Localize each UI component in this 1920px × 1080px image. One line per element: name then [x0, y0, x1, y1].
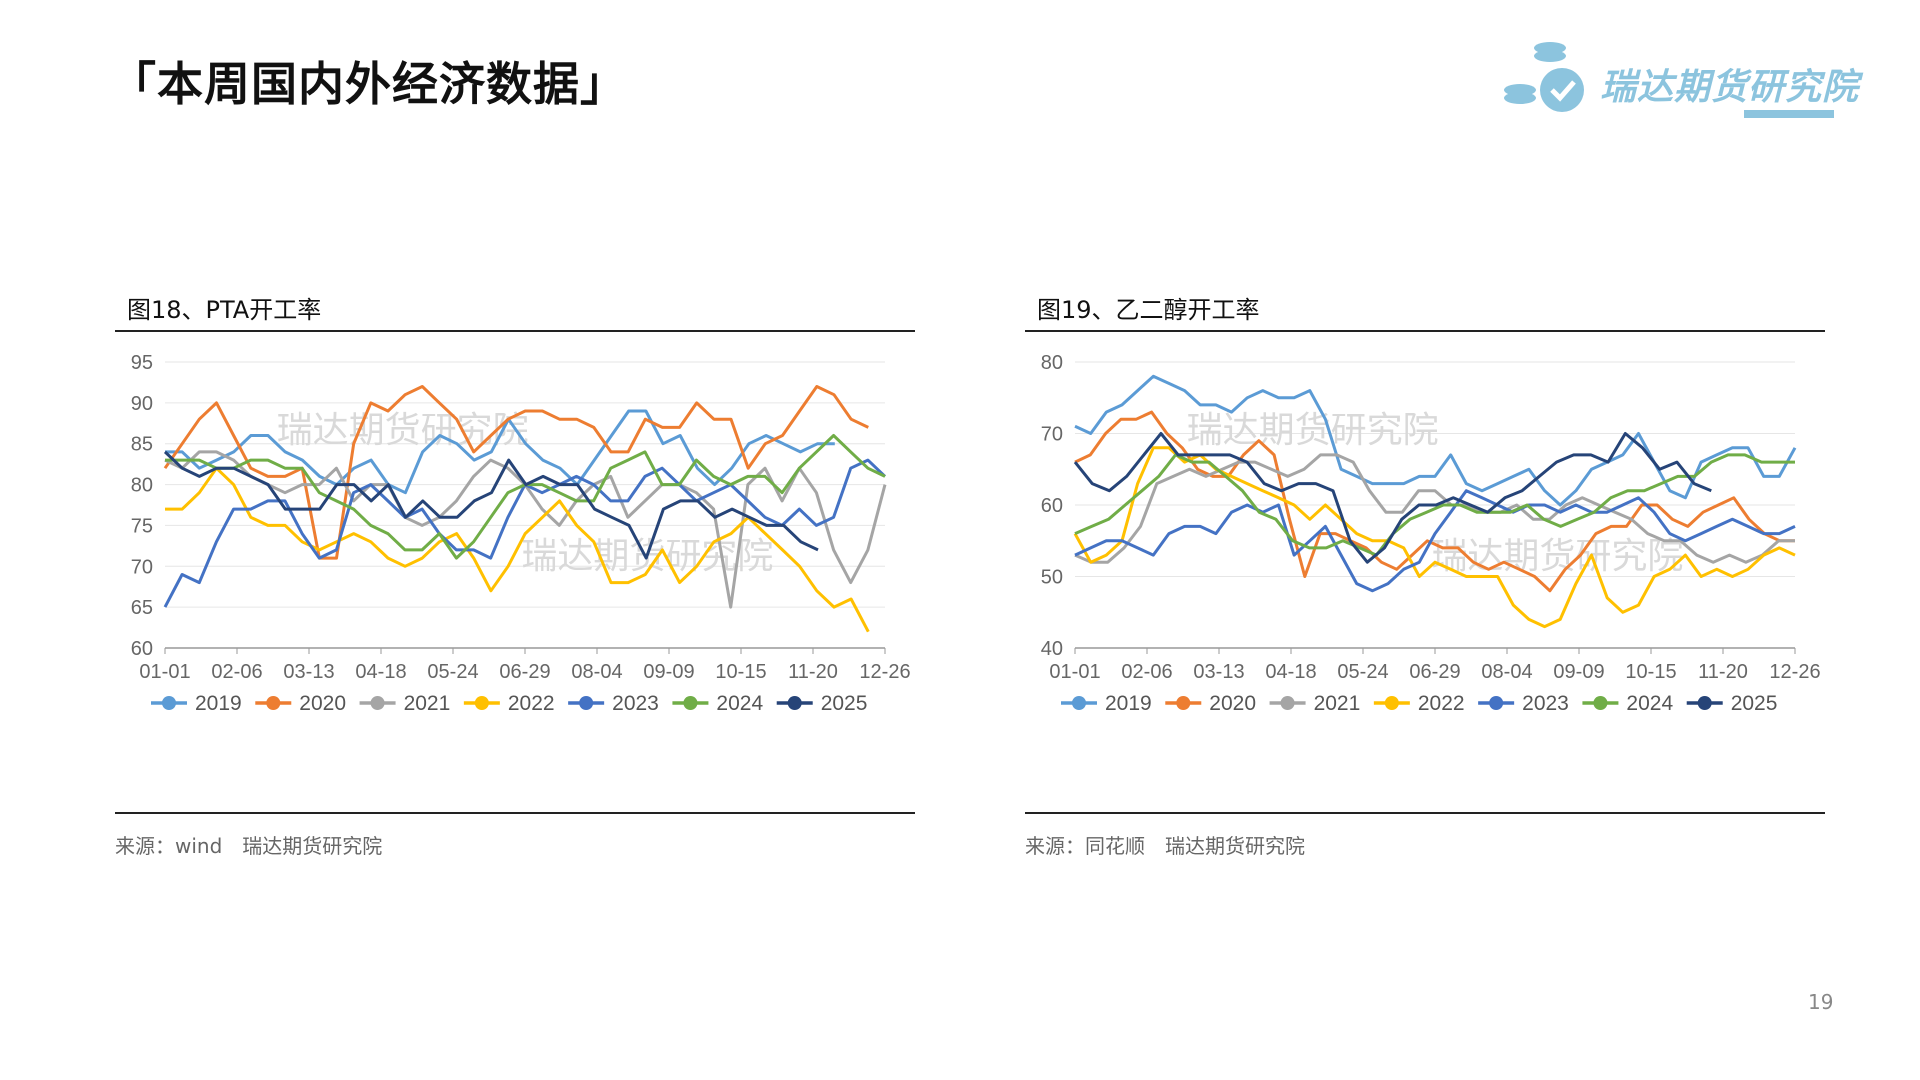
x-tick-label: 05-24 [1337, 661, 1388, 683]
x-tick-label: 09-09 [643, 661, 694, 683]
y-tick-label: 40 [1041, 638, 1063, 660]
watermark: 瑞达期货研究院 [277, 410, 529, 451]
x-tick-label: 01-01 [1049, 661, 1100, 683]
x-tick-label: 01-01 [139, 661, 190, 683]
series-line-2024 [1074, 453, 1795, 557]
legend-marker-2023 [579, 696, 594, 710]
legend-marker-2022 [1384, 696, 1399, 710]
series-line-2025 [1073, 432, 1712, 564]
series-line-2022 [1073, 446, 1796, 629]
legend-marker-2020 [1176, 696, 1191, 710]
logo: 瑞达期货研究院 [1500, 36, 1858, 126]
y-tick-label: 90 [131, 393, 153, 415]
x-tick-label: 06-29 [499, 661, 550, 683]
x-tick-label: 11-20 [788, 661, 838, 683]
y-tick-label: 70 [131, 556, 153, 578]
x-tick-label: 05-24 [427, 661, 478, 683]
legend-label-2023: 2023 [612, 692, 659, 715]
x-tick-label: 02-06 [211, 661, 262, 683]
watermark: 瑞达期货研究院 [1431, 536, 1683, 577]
series-line-2025 [163, 450, 819, 560]
x-tick-label: 09-09 [1553, 661, 1604, 683]
panel-title: 图18、PTA开工率 [127, 296, 322, 324]
y-tick-label: 60 [1041, 495, 1063, 517]
legend-marker-2025 [1697, 696, 1712, 710]
divider [1025, 330, 1825, 332]
page-title: 「本周国内外经济数据」 [110, 57, 627, 111]
page-number: 19 [1808, 990, 1834, 1014]
legend-label-2024: 2024 [1626, 692, 1673, 715]
legend-marker-2021 [1280, 696, 1295, 710]
x-tick-label: 08-04 [571, 661, 622, 683]
legend-label-2023: 2023 [1522, 692, 1569, 715]
legend-label-2020: 2020 [1209, 692, 1256, 715]
logo-underline [1744, 110, 1834, 118]
legend-label-2021: 2021 [1314, 692, 1361, 715]
x-tick-label: 10-15 [715, 661, 766, 683]
legend-marker-2020 [266, 696, 281, 710]
y-tick-label: 65 [131, 597, 153, 619]
x-tick-label: 11-20 [1698, 661, 1748, 683]
logo-text: 瑞达期货研究院 [1600, 67, 1860, 108]
legend-label-2025: 2025 [821, 692, 868, 715]
x-tick-label: 12-26 [1769, 661, 1820, 683]
divider [115, 812, 915, 814]
coins-logo-icon [1504, 42, 1584, 112]
legend-marker-2021 [370, 696, 385, 710]
x-tick-label: 03-13 [283, 661, 334, 683]
legend-marker-2025 [787, 696, 802, 710]
series-line-2019 [1074, 374, 1797, 507]
meg-line-chart: 40 50 60 70 80 01-01 02-06 03-13 04-18 05-24 06-29… [1041, 352, 1821, 715]
legend-marker-2023 [1489, 696, 1504, 710]
x-tick-label: 12-26 [859, 661, 910, 683]
legend-label-2021: 2021 [404, 692, 451, 715]
legend-label-2019: 2019 [195, 692, 242, 715]
legend-label-2019: 2019 [1105, 692, 1152, 715]
series-line-2019 [165, 409, 835, 495]
legend-label-2020: 2020 [299, 692, 346, 715]
x-tick-label: 06-29 [1409, 661, 1460, 683]
y-tick-label: 95 [131, 352, 153, 374]
y-tick-label: 50 [1041, 567, 1063, 589]
x-tick-label: 08-04 [1481, 661, 1532, 683]
x-tick-label: 02-06 [1121, 661, 1172, 683]
legend-marker-2019 [162, 696, 176, 710]
y-tick-label: 60 [131, 638, 153, 660]
panel-meg: 图19、乙二醇开工率 40 50 60 70 80 01-01 02-06 03-13 04-1… [1025, 280, 1825, 860]
divider [1025, 812, 1825, 814]
legend-marker-2024 [683, 696, 698, 710]
legend-marker-2024 [1593, 696, 1608, 710]
y-tick-label: 85 [131, 434, 153, 456]
x-tick-label: 04-18 [355, 661, 406, 683]
series-line-2020 [163, 385, 869, 560]
legend-marker-2022 [474, 696, 489, 710]
y-tick-label: 80 [1041, 352, 1063, 374]
series-line-2021 [1074, 453, 1795, 564]
divider [115, 330, 915, 332]
legend-label-2022: 2022 [508, 692, 555, 715]
panel-pta: 图18、PTA开工率 60 65 70 75 80 85 90 95 01-01 02-06 03-… [115, 280, 915, 860]
y-tick-label: 75 [131, 515, 153, 537]
pta-line-chart: 60 65 70 75 80 85 90 95 01-01 02-06 03-13 04-18 05-2… [131, 352, 911, 715]
legend-label-2024: 2024 [716, 692, 763, 715]
watermark: 瑞达期货研究院 [1187, 410, 1439, 451]
panel-title: 图19、乙二醇开工率 [1037, 296, 1260, 324]
source-note: 来源：同花顺 瑞达期货研究院 [1025, 834, 1305, 858]
y-tick-label: 80 [131, 475, 153, 497]
series-line-2020 [1074, 410, 1795, 593]
x-tick-label: 03-13 [1193, 661, 1244, 683]
x-tick-label: 04-18 [1265, 661, 1316, 683]
legend-label-2025: 2025 [1731, 692, 1778, 715]
legend-label-2022: 2022 [1418, 692, 1465, 715]
y-tick-label: 70 [1041, 424, 1063, 446]
series-line-2022 [165, 466, 870, 633]
legend-marker-2019 [1072, 696, 1086, 710]
series-line-2023 [1074, 489, 1796, 593]
x-tick-label: 10-15 [1625, 661, 1676, 683]
source-note: 来源：wind 瑞达期货研究院 [115, 834, 383, 858]
